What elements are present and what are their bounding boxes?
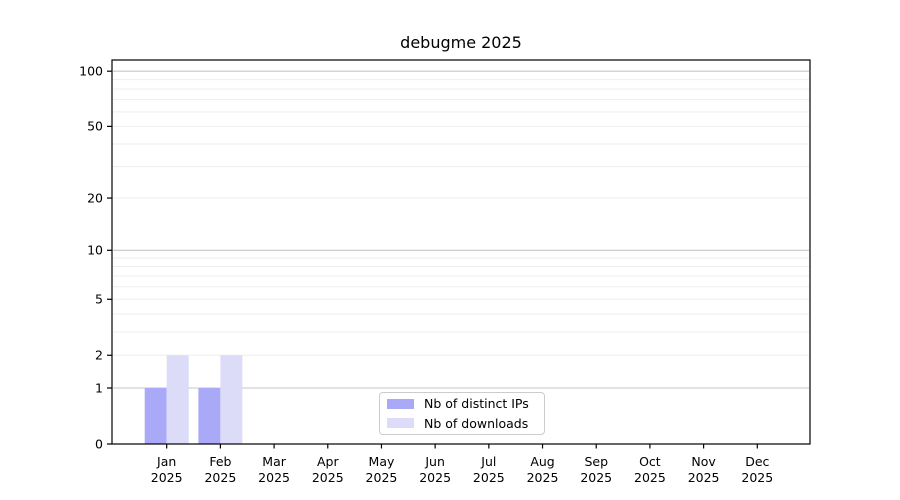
y-tick-label: 20 bbox=[87, 190, 103, 205]
x-tick-label-year: 2025 bbox=[741, 470, 773, 485]
x-tick-label-month: Oct bbox=[639, 454, 661, 469]
legend-label-downloads: Nb of downloads bbox=[424, 415, 529, 431]
legend-item-distinct-ips: Nb of distinct IPs bbox=[387, 395, 544, 412]
legend-swatch-distinct-ips bbox=[387, 398, 414, 409]
x-tick-label-year: 2025 bbox=[204, 470, 236, 485]
x-tick-label-month: Jun bbox=[424, 454, 445, 469]
legend-item-downloads: Nb of downloads bbox=[387, 415, 544, 432]
x-tick-label-month: Aug bbox=[530, 454, 554, 469]
x-tick-label-month: Mar bbox=[262, 454, 286, 469]
x-tick-label-month: Sep bbox=[584, 454, 608, 469]
x-tick-label-month: Dec bbox=[745, 454, 769, 469]
x-tick-label-year: 2025 bbox=[366, 470, 398, 485]
x-tick-label-month: May bbox=[369, 454, 395, 469]
y-tick-label: 50 bbox=[87, 119, 103, 134]
chart-title: debugme 2025 bbox=[400, 33, 522, 52]
y-tick-label: 0 bbox=[95, 436, 103, 451]
x-tick-label-year: 2025 bbox=[580, 470, 612, 485]
x-tick-label-year: 2025 bbox=[527, 470, 559, 485]
x-tick-label-month: Nov bbox=[691, 454, 716, 469]
y-tick-label: 2 bbox=[95, 348, 103, 363]
bar-nb-of-downloads-feb bbox=[220, 355, 243, 444]
y-tick-label: 10 bbox=[87, 243, 103, 258]
x-tick-label-month: Apr bbox=[317, 454, 339, 469]
bar-nb-of-distinct-ips-jan bbox=[144, 388, 167, 444]
plot-frame bbox=[111, 59, 811, 445]
x-tick-label-year: 2025 bbox=[258, 470, 290, 485]
x-tick-label-year: 2025 bbox=[151, 470, 183, 485]
legend-swatch-downloads bbox=[387, 418, 414, 429]
x-tick-label-year: 2025 bbox=[634, 470, 666, 485]
x-tick-label-month: Jul bbox=[480, 454, 496, 469]
y-tick-label: 1 bbox=[95, 380, 103, 395]
bar-nb-of-downloads-jan bbox=[166, 355, 189, 444]
legend-label-distinct-ips: Nb of distinct IPs bbox=[424, 396, 529, 412]
y-tick-label: 5 bbox=[95, 292, 103, 307]
x-tick-label-month: Jan bbox=[156, 454, 176, 469]
x-tick-label-year: 2025 bbox=[688, 470, 720, 485]
x-tick-label-year: 2025 bbox=[312, 470, 344, 485]
y-tick-label: 100 bbox=[79, 63, 103, 78]
x-tick-label-month: Feb bbox=[209, 454, 231, 469]
bar-nb-of-distinct-ips-feb bbox=[198, 388, 221, 444]
x-tick-label-year: 2025 bbox=[419, 470, 451, 485]
x-tick-label-year: 2025 bbox=[473, 470, 505, 485]
legend: Nb of distinct IPs Nb of downloads bbox=[379, 392, 545, 435]
